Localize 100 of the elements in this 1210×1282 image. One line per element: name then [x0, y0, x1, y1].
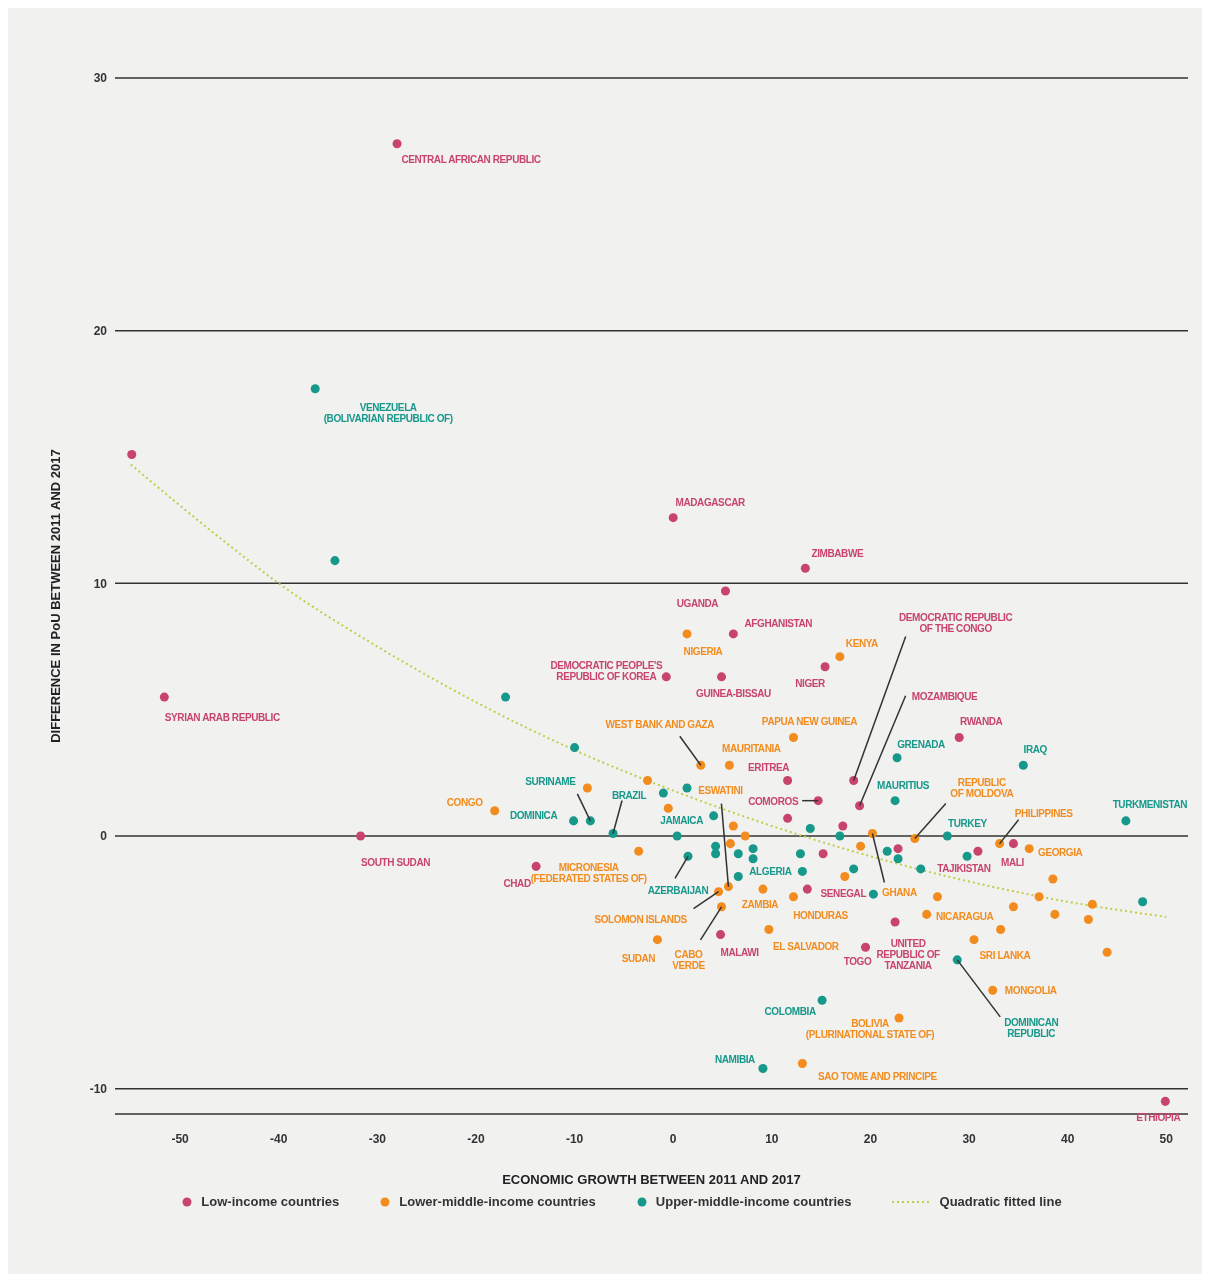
- point: [663, 803, 673, 813]
- annotation: AFGHANISTAN: [744, 617, 813, 629]
- x-tick-label: 0: [669, 1131, 677, 1146]
- point: [159, 692, 169, 702]
- point: [802, 884, 812, 894]
- annotation: MALI: [1001, 856, 1025, 868]
- annotation: VENEZUELA (BOLIVARIAN REPUBLIC OF): [323, 402, 453, 425]
- annotation: JAMAICA: [660, 814, 704, 826]
- x-tick-label: 30: [962, 1131, 977, 1146]
- point: [783, 775, 793, 785]
- annotation: DOMINICA: [509, 809, 558, 821]
- point: [717, 672, 727, 682]
- legend-label: Quadratic fitted line: [939, 1194, 1062, 1209]
- point: [996, 925, 1006, 935]
- annotation: PAPUA NEW GUINEA: [761, 715, 858, 727]
- annotation: HONDURAS: [793, 909, 849, 921]
- annotation: COMOROS: [748, 795, 799, 807]
- point: [835, 831, 845, 841]
- annotation: MOZAMBIQUE: [911, 690, 979, 702]
- point: [969, 935, 979, 945]
- y-tick-label: 0: [100, 829, 108, 844]
- point: [569, 816, 579, 826]
- point: [892, 753, 902, 763]
- y-tick-label: 10: [93, 576, 108, 591]
- point: [783, 813, 793, 823]
- point: [942, 831, 952, 841]
- point: [724, 760, 734, 770]
- annotation: NAMIBIA: [714, 1053, 756, 1065]
- point: [758, 884, 768, 894]
- point: [682, 629, 692, 639]
- annotation: ZAMBIA: [741, 899, 779, 911]
- x-tick-label: -10: [565, 1131, 584, 1146]
- point: [856, 841, 866, 851]
- point: [728, 821, 738, 831]
- point: [932, 892, 943, 902]
- point: [797, 866, 807, 876]
- annotation: EL SALVADOR: [773, 940, 840, 952]
- annotation: MONGOLIA: [1004, 985, 1057, 997]
- point: [789, 892, 799, 902]
- point: [1008, 902, 1018, 912]
- point: [894, 1013, 904, 1023]
- annotation: TAJIKISTAN: [937, 863, 991, 875]
- annotation: BRAZIL: [611, 789, 647, 801]
- point: [893, 854, 903, 864]
- annotation: UNITED REPUBLIC OF TANZANIA: [876, 937, 941, 971]
- point: [1121, 816, 1131, 826]
- annotation: WEST BANK AND GAZA: [605, 719, 715, 731]
- annotation: ESWATINI: [698, 784, 744, 796]
- point: [725, 839, 735, 849]
- point: [764, 925, 774, 935]
- x-tick-label: -40: [270, 1131, 288, 1146]
- annotation: SENEGAL: [820, 888, 867, 900]
- point: [910, 834, 920, 844]
- point: [795, 849, 805, 859]
- point: [973, 846, 983, 856]
- annotation: ETHIOPIA: [1136, 1112, 1181, 1124]
- point: [988, 985, 998, 995]
- annotation: SOUTH SUDAN: [361, 857, 431, 869]
- annotation: NIGER: [795, 677, 827, 689]
- point: [789, 733, 799, 743]
- x-tick-label: 50: [1159, 1131, 1174, 1146]
- point: [893, 844, 903, 854]
- annotation: GUINEA-BISSAU: [696, 687, 772, 699]
- point: [570, 743, 580, 753]
- legend-label: Lower-middle-income countries: [399, 1194, 596, 1209]
- point: [797, 1058, 807, 1068]
- point: [728, 629, 738, 639]
- point: [820, 662, 830, 672]
- point: [672, 831, 682, 841]
- point: [1160, 1096, 1170, 1106]
- point: [392, 139, 402, 149]
- x-tick-label: 20: [863, 1131, 878, 1146]
- point: [709, 811, 719, 821]
- point: [1087, 899, 1097, 909]
- point: [758, 1064, 768, 1074]
- annotation: SOLOMON ISLANDS: [594, 913, 688, 925]
- point: [860, 942, 871, 952]
- point: [501, 692, 511, 702]
- point: [711, 849, 721, 859]
- annotation: TURKMENISTAN: [1112, 798, 1188, 810]
- point: [1024, 844, 1034, 854]
- point: [890, 796, 900, 806]
- point: [356, 831, 366, 841]
- point: [916, 864, 926, 874]
- point: [813, 796, 823, 806]
- annotation: ERITREA: [748, 762, 790, 774]
- point: [800, 563, 810, 573]
- point: [582, 783, 592, 793]
- point: [1048, 874, 1058, 884]
- annotation: MAURITIUS: [877, 779, 930, 791]
- point: [733, 871, 743, 881]
- point: [817, 995, 827, 1005]
- annotation: AZERBAIJAN: [647, 885, 709, 897]
- point: [634, 846, 644, 856]
- y-axis-title: DIFFERENCE IN PoU BETWEEN 2011 AND 2017: [47, 449, 63, 743]
- point: [668, 513, 678, 523]
- legend-label: Upper-middle-income countries: [655, 1194, 852, 1209]
- point: [835, 652, 845, 662]
- annotation: DEMOCRATIC REPUBLIC OF THE CONGO: [899, 611, 1013, 634]
- point: [643, 775, 653, 785]
